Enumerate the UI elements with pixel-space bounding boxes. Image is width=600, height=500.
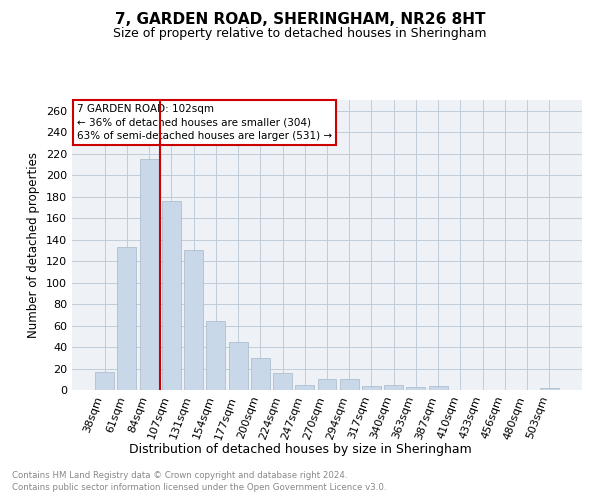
Bar bbox=[540, 388, 559, 390]
Text: Size of property relative to detached houses in Sheringham: Size of property relative to detached ho… bbox=[113, 28, 487, 40]
Bar bbox=[162, 201, 181, 390]
Text: Distribution of detached houses by size in Sheringham: Distribution of detached houses by size … bbox=[128, 442, 472, 456]
Text: 7, GARDEN ROAD, SHERINGHAM, NR26 8HT: 7, GARDEN ROAD, SHERINGHAM, NR26 8HT bbox=[115, 12, 485, 28]
Bar bbox=[229, 342, 248, 390]
Bar bbox=[251, 358, 270, 390]
Bar bbox=[384, 384, 403, 390]
Bar bbox=[140, 159, 158, 390]
Text: Contains public sector information licensed under the Open Government Licence v3: Contains public sector information licen… bbox=[12, 484, 386, 492]
Text: Contains HM Land Registry data © Crown copyright and database right 2024.: Contains HM Land Registry data © Crown c… bbox=[12, 471, 347, 480]
Bar bbox=[362, 386, 381, 390]
Text: 7 GARDEN ROAD: 102sqm
← 36% of detached houses are smaller (304)
63% of semi-det: 7 GARDEN ROAD: 102sqm ← 36% of detached … bbox=[77, 104, 332, 141]
Bar bbox=[184, 250, 203, 390]
Bar bbox=[406, 387, 425, 390]
Bar bbox=[273, 373, 292, 390]
Bar bbox=[429, 386, 448, 390]
Bar bbox=[295, 384, 314, 390]
Bar bbox=[118, 247, 136, 390]
Bar bbox=[95, 372, 114, 390]
Bar bbox=[340, 380, 359, 390]
Bar bbox=[206, 322, 225, 390]
Bar bbox=[317, 380, 337, 390]
Y-axis label: Number of detached properties: Number of detached properties bbox=[28, 152, 40, 338]
